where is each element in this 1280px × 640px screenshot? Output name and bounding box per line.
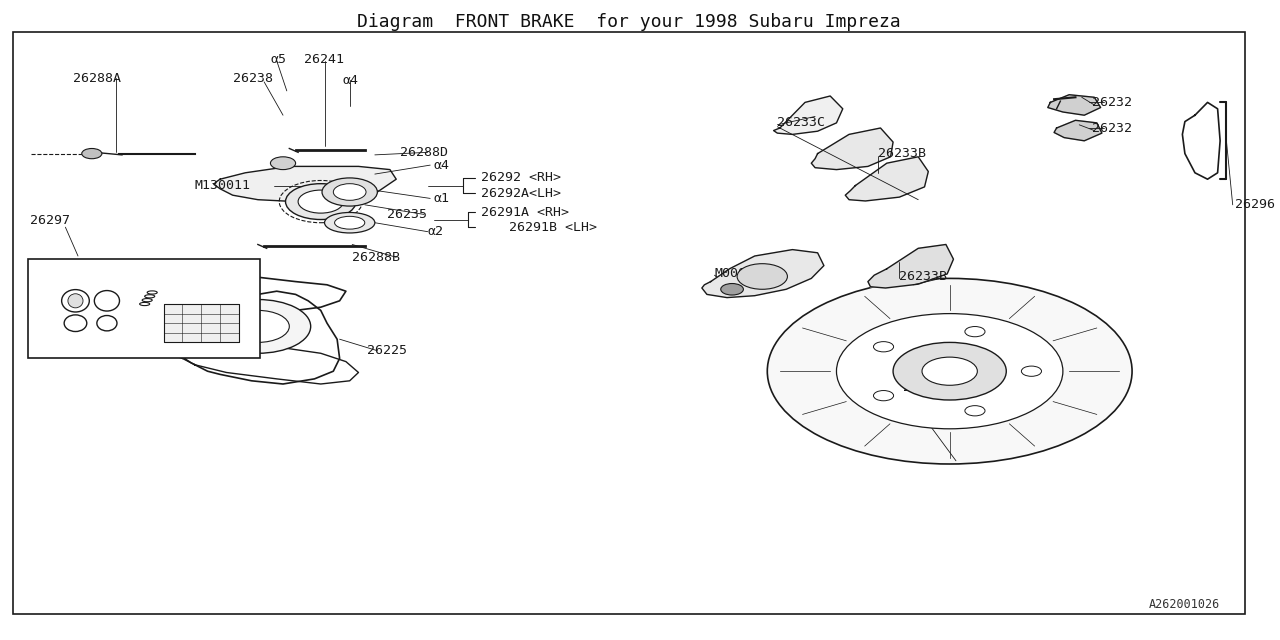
Text: 26288B: 26288B [352,251,401,264]
Circle shape [767,278,1132,464]
Text: α1: α1 [434,192,451,205]
Circle shape [205,300,311,353]
Circle shape [323,178,378,206]
Text: Diagram  FRONT BRAKE  for your 1998 Subaru Impreza: Diagram FRONT BRAKE for your 1998 Subaru… [357,13,901,31]
Text: α5: α5 [36,276,47,287]
Text: 26288D: 26288D [399,146,448,159]
Text: 26241: 26241 [305,53,344,66]
Text: α3: α3 [106,270,124,280]
Circle shape [82,148,102,159]
Circle shape [965,406,986,416]
Text: α3: α3 [104,265,115,275]
Text: α5: α5 [270,53,287,66]
Circle shape [333,184,366,200]
Text: M000162: M000162 [714,268,771,280]
Text: α4: α4 [342,74,358,86]
Circle shape [227,310,289,342]
Polygon shape [845,157,928,201]
Circle shape [893,342,1006,400]
Text: α2: α2 [428,225,444,238]
Circle shape [873,390,893,401]
Polygon shape [1055,120,1102,141]
Polygon shape [701,250,824,298]
Text: M130011: M130011 [195,179,251,192]
Circle shape [922,357,978,385]
Text: 26300: 26300 [904,381,943,394]
Circle shape [270,157,296,170]
Text: 26291A <RH>: 26291A <RH> [480,206,568,219]
Circle shape [873,342,893,352]
Text: α1: α1 [36,259,47,269]
Text: 26232: 26232 [1092,122,1132,134]
Circle shape [721,284,744,295]
Bar [28,259,260,358]
Text: α4: α4 [60,276,73,287]
Text: 26296: 26296 [1235,198,1275,211]
Polygon shape [214,166,397,202]
Circle shape [965,326,986,337]
Text: A262001026: A262001026 [1149,598,1220,611]
Text: α2: α2 [60,259,73,269]
Text: 26238: 26238 [233,72,273,84]
Text: 26235: 26235 [388,208,428,221]
Circle shape [836,314,1062,429]
Polygon shape [812,128,893,170]
Ellipse shape [334,216,365,229]
Text: 26233C: 26233C [777,116,826,129]
Text: 26232: 26232 [1092,96,1132,109]
Circle shape [1021,366,1042,376]
Text: 26297: 26297 [31,214,70,227]
Ellipse shape [325,212,375,233]
Text: α1 α2: α1 α2 [35,259,65,269]
Text: α4: α4 [434,159,451,172]
Circle shape [737,264,787,289]
Ellipse shape [68,294,83,308]
Text: α5 α4: α5 α4 [35,296,65,306]
Text: 26233B: 26233B [900,270,947,283]
Text: 26233B: 26233B [878,147,925,160]
Polygon shape [868,244,954,288]
Bar [164,304,239,342]
Circle shape [298,190,343,213]
Text: 26292A<LH>: 26292A<LH> [480,187,561,200]
Circle shape [285,184,356,220]
Text: 26288A: 26288A [73,72,120,84]
Text: 26225: 26225 [367,344,407,357]
Polygon shape [773,96,842,134]
Text: 26292 <RH>: 26292 <RH> [480,172,561,184]
Polygon shape [1048,95,1101,115]
Text: 26291B <LH>: 26291B <LH> [509,221,598,234]
